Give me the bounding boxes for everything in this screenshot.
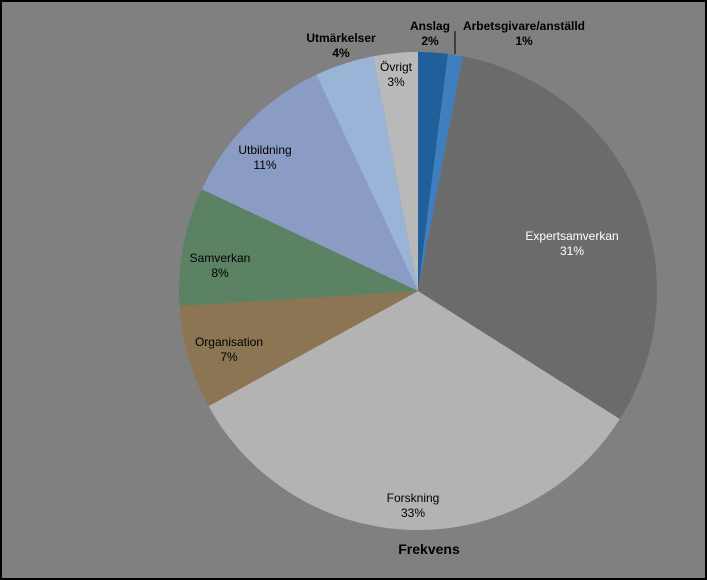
chart-title: Frekvens [398, 541, 460, 557]
pie-slice-7 [201, 74, 418, 291]
slice-label-7: Utbildning 11% [238, 143, 291, 172]
slice-label-8: Utmärkelser 4% [306, 31, 376, 60]
pie-slice-8 [316, 56, 418, 292]
slice-label-percent: 3% [387, 75, 405, 89]
pie-slice-1 [418, 51, 448, 291]
slice-label-name: Arbetsgivare/anställd [463, 19, 585, 33]
slice-label-percent: 7% [220, 350, 238, 364]
slice-label-name: Forskning [387, 491, 440, 505]
slice-labels: Anslag 2% Arbetsgivare/anställd 1% Expertsam… [190, 19, 619, 520]
slice-label-name: Utmärkelser [306, 31, 376, 45]
slice-label-name: Organisation [195, 335, 263, 349]
pie-slice-2 [418, 53, 463, 291]
slice-label-name: Övrigt [380, 60, 413, 74]
slice-label-2: Arbetsgivare/anställd 1% [463, 19, 585, 48]
slice-label-name: Anslag [410, 19, 450, 33]
slice-label-3: Expertsamverkan 31% [525, 229, 618, 258]
slice-label-1: Anslag 2% [410, 19, 450, 48]
slice-label-percent: 4% [332, 46, 350, 60]
slice-label-percent: 31% [560, 244, 584, 258]
slice-label-percent: 8% [211, 266, 229, 280]
pie-slice-5 [179, 291, 418, 407]
pie-slice-9 [373, 52, 418, 291]
slice-label-5: Organisation 7% [195, 335, 263, 364]
pie-slice-4 [208, 291, 620, 530]
slice-label-9: Övrigt 3% [380, 60, 413, 89]
slice-label-percent: 2% [421, 34, 439, 48]
pie-slice-3 [418, 56, 657, 420]
slice-label-6: Samverkan 8% [190, 251, 251, 280]
pie-slice-6 [178, 189, 418, 307]
slice-label-percent: 11% [253, 158, 276, 172]
slice-label-percent: 1% [515, 34, 533, 48]
slice-label-name: Expertsamverkan [525, 229, 618, 243]
slice-label-percent: 33% [401, 506, 425, 520]
slice-label-name: Samverkan [190, 251, 251, 265]
pie-slices [178, 51, 657, 530]
slice-label-4: Forskning 33% [387, 491, 440, 520]
slice-label-name: Utbildning [238, 143, 291, 157]
